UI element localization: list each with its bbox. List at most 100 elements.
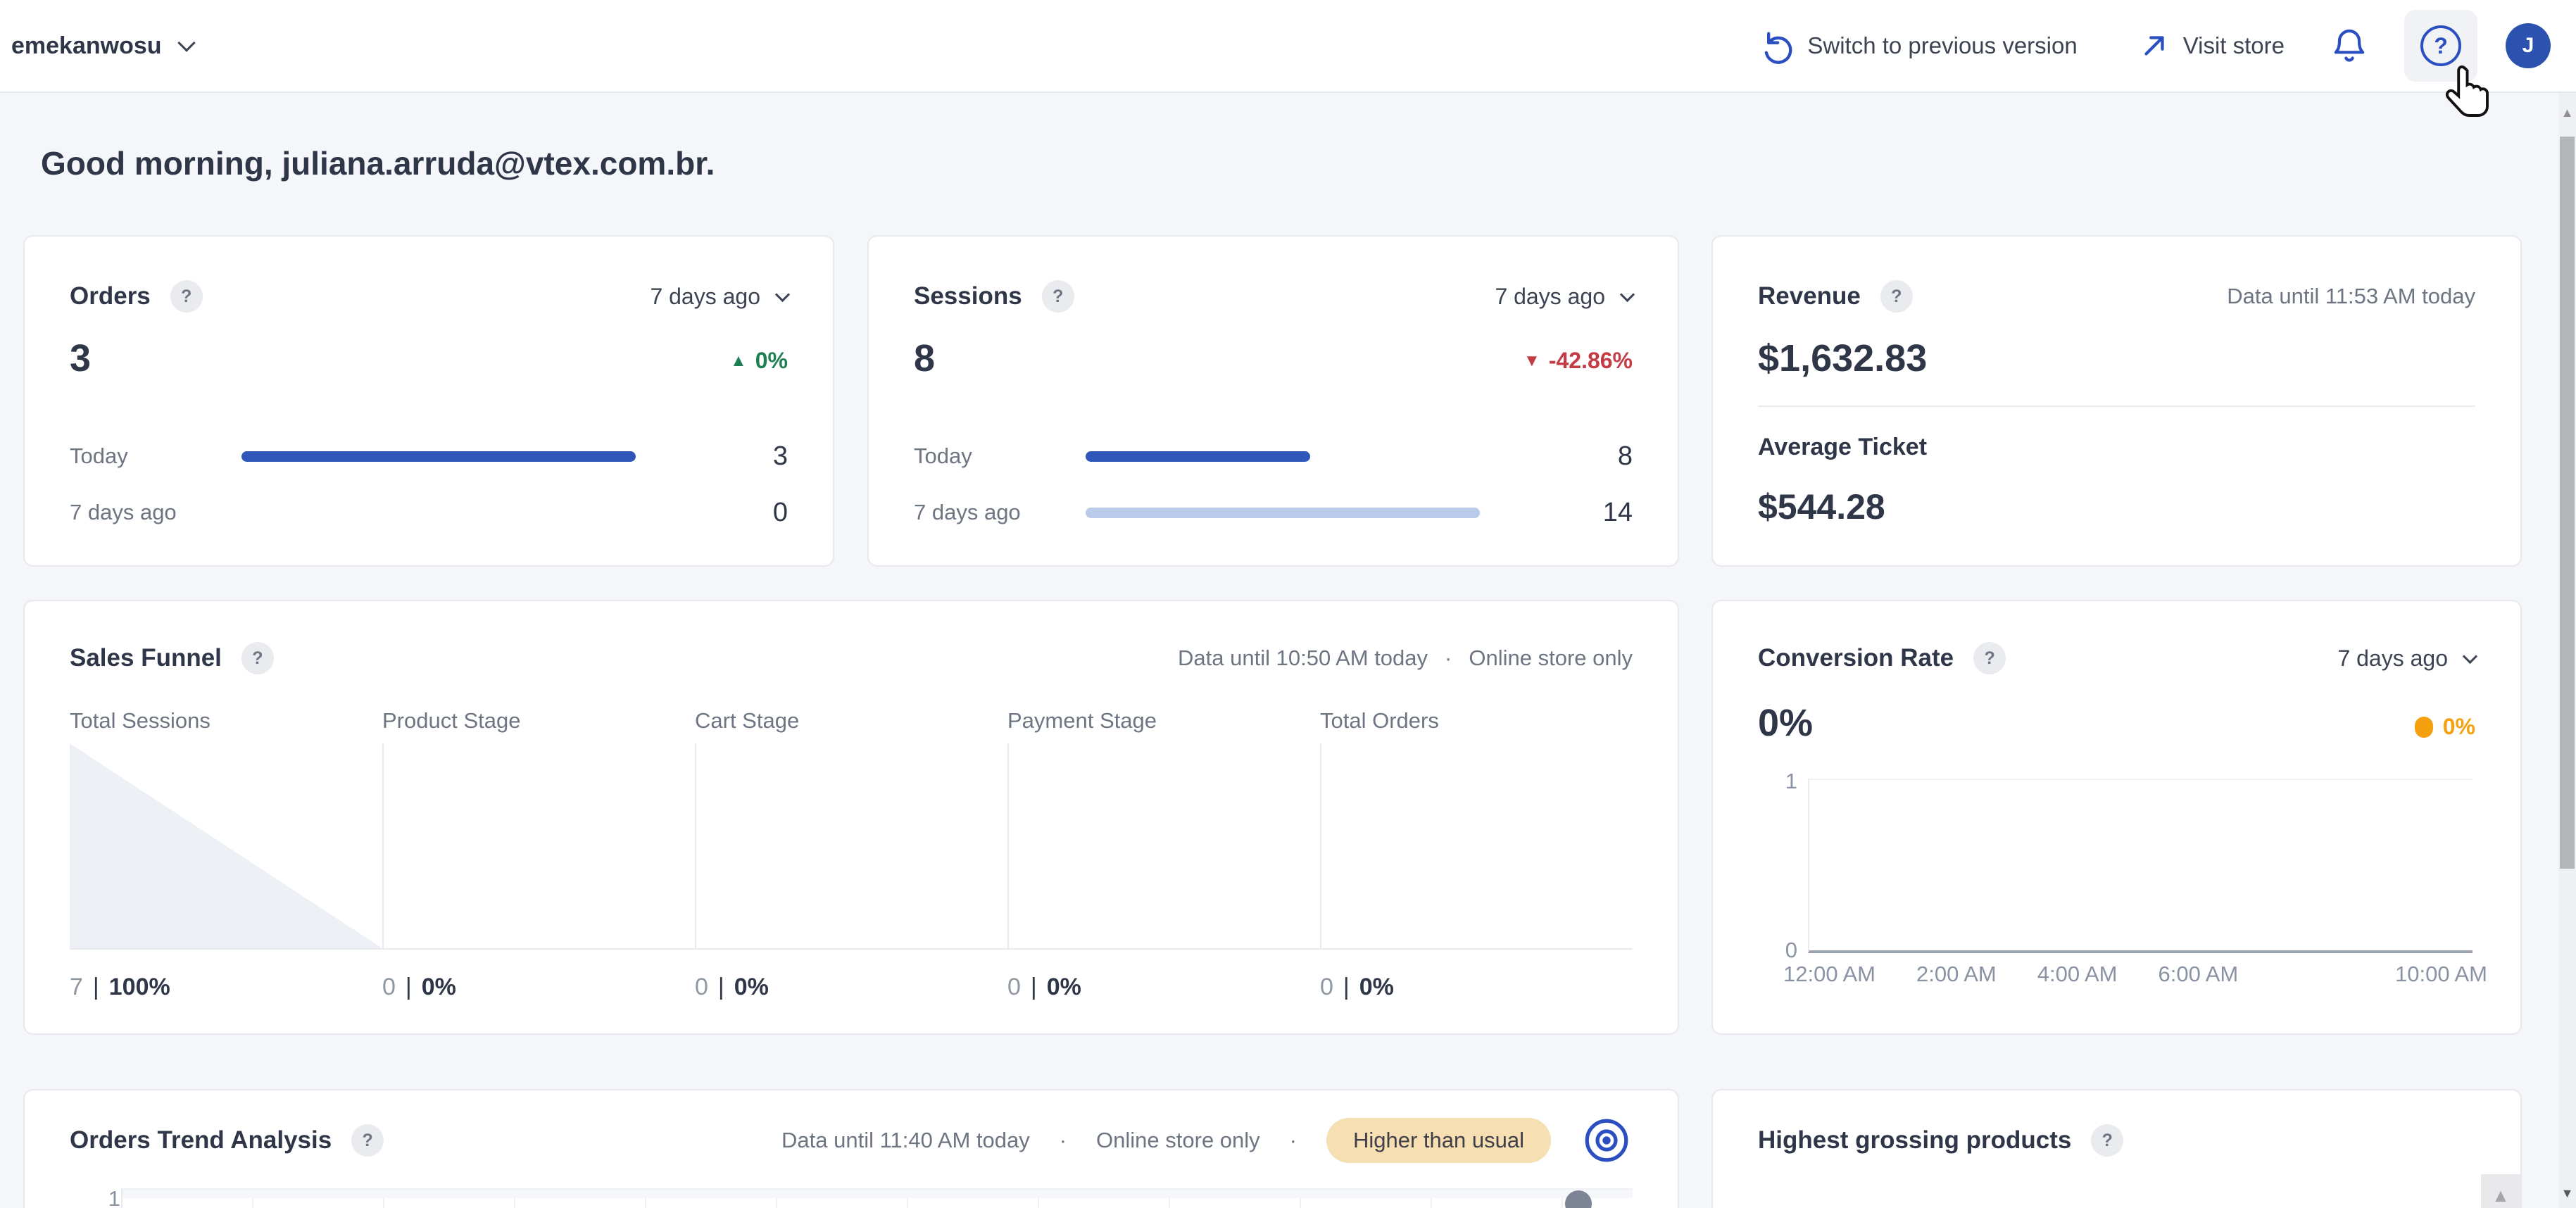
revenue-data-until: Data until 11:53 AM today [2227, 284, 2475, 308]
switch-previous-version-button[interactable]: Switch to previous version [1758, 27, 2078, 64]
stage-label: Payment Stage [1007, 708, 1157, 733]
external-arrow-icon [2138, 30, 2170, 62]
orders-help-icon[interactable]: ? [170, 280, 203, 313]
orders-period-label: 7 days ago [650, 283, 760, 309]
watch-eye-icon[interactable] [1581, 1114, 1633, 1166]
conversion-delta: 0% [2414, 714, 2475, 740]
funnel-stage-total-orders: Total Orders [1320, 700, 1633, 950]
orders-period-dropdown[interactable]: 7 days ago [650, 283, 791, 310]
stage-value: 0 | 0% [1320, 974, 1394, 1000]
sessions-title: Sessions [914, 282, 1022, 310]
funnel-scope: Online store only [1469, 646, 1633, 670]
delta-down-icon: ▼ [1523, 351, 1540, 370]
sessions-period-label: 7 days ago [1495, 283, 1605, 309]
row-value: 8 [1617, 441, 1633, 471]
vertical-scrollbar[interactable]: ▲ ▼ [2558, 93, 2576, 1208]
conversion-period-label: 7 days ago [2337, 645, 2448, 671]
funnel-help-icon[interactable]: ? [241, 642, 274, 674]
top-products-help-icon[interactable]: ? [2091, 1124, 2124, 1157]
stage-label: Product Stage [382, 708, 521, 733]
scrollbar-down-icon[interactable]: ▼ [2561, 1186, 2574, 1200]
stage-value: 7 | 100% [70, 974, 170, 1000]
top-products-title: Highest grossing products [1758, 1126, 2072, 1154]
orders-7days-bar [241, 508, 636, 518]
x-axis-ticks: 12:00 AM 2:00 AM 4:00 AM 6:00 AM 10:00 A… [1783, 962, 2487, 986]
orders-trend-card: Orders Trend Analysis ? Data until 11:40… [23, 1089, 1679, 1208]
average-ticket-label: Average Ticket [1758, 434, 1928, 460]
notifications-button[interactable] [2330, 26, 2369, 65]
annotation-pin-icon[interactable] [1565, 1190, 1592, 1208]
help-button[interactable]: ? [2404, 10, 2477, 82]
row-value: 0 [772, 497, 788, 527]
y-axis-tick: 1 [108, 1186, 120, 1208]
orders-trend-chart [121, 1188, 1633, 1208]
greeting-text: Good morning, juliana.arruda@vtex.com.br… [41, 145, 715, 182]
funnel-chart: Total Sessions Product Stage Cart Stage … [70, 700, 1633, 1001]
dot-separator: · [1289, 1128, 1297, 1152]
visit-store-button[interactable]: Visit store [2138, 30, 2285, 62]
sessions-7days-row: 7 days ago 14 [914, 484, 1633, 541]
row-label: Today [914, 443, 972, 468]
conversion-line-chart [1808, 779, 2473, 953]
conversion-rate-card: Conversion Rate ? 7 days ago 0% 0% 1 0 1… [1711, 600, 2522, 1035]
sessions-help-icon[interactable]: ? [1041, 280, 1074, 313]
chevron-down-icon [2462, 648, 2478, 664]
trend-help-icon[interactable]: ? [351, 1124, 384, 1157]
conversion-help-icon[interactable]: ? [1973, 642, 2006, 674]
conversion-title: Conversion Rate [1758, 644, 1954, 672]
average-ticket-value: $544.28 [1758, 487, 1885, 527]
stage-value: 0 | 0% [695, 974, 769, 1000]
bell-icon [2330, 26, 2369, 65]
scrollbar-thumb[interactable] [2560, 137, 2575, 869]
account-name: emekanwosu [11, 32, 162, 59]
sessions-delta-value: -42.86% [1548, 348, 1633, 373]
trend-scope: Online store only [1096, 1128, 1260, 1152]
trend-title: Orders Trend Analysis [70, 1126, 332, 1154]
conversion-period-dropdown[interactable]: 7 days ago [2337, 645, 2478, 672]
revenue-title: Revenue [1758, 282, 1861, 310]
dot-separator: · [1059, 1128, 1067, 1152]
sessions-today-row: Today 8 [914, 428, 1633, 484]
sessions-7days-bar [1086, 507, 1480, 518]
sessions-card: Sessions ? 7 days ago 8 ▼ -42.86% Today … [867, 235, 1679, 567]
chevron-down-icon [177, 34, 196, 52]
funnel-stage-total-sessions: Total Sessions [70, 700, 382, 950]
orders-today-bar [241, 451, 636, 462]
divider [1758, 405, 2475, 407]
scroll-up-button[interactable]: ▲ [2481, 1174, 2520, 1208]
row-value: 3 [772, 441, 788, 471]
topbar: emekanwosu Switch to previous version Vi [0, 0, 2576, 93]
revenue-help-icon[interactable]: ? [1880, 280, 1913, 313]
account-switcher[interactable]: emekanwosu [11, 0, 196, 92]
chevron-down-icon [1619, 287, 1635, 302]
help-icon: ? [2420, 25, 2461, 66]
orders-today-row: Today 3 [70, 428, 788, 484]
scrollbar-up-icon[interactable]: ▲ [2561, 106, 2574, 120]
switch-previous-label: Switch to previous version [1807, 32, 2078, 58]
orders-card: Orders ? 7 days ago 3 ▲ 0% Today 3 7 day… [23, 235, 834, 567]
dot-separator: · [1445, 646, 1452, 670]
row-label: 7 days ago [914, 500, 1021, 524]
row-label: 7 days ago [70, 500, 177, 524]
stage-label: Cart Stage [695, 708, 800, 733]
undo-icon [1758, 27, 1795, 64]
trend-data-until: Data until 11:40 AM today [781, 1128, 1030, 1152]
orders-delta: ▲ 0% [730, 348, 788, 374]
sales-funnel-card: Sales Funnel ? Data until 10:50 AM today… [23, 600, 1679, 1035]
orders-title: Orders [70, 282, 151, 310]
status-dot-icon [2414, 716, 2433, 738]
conversion-value: 0% [1758, 702, 1814, 744]
funnel-area-shape [70, 743, 382, 948]
y-axis-tick: 0 [1785, 938, 1797, 962]
top-products-card: Highest grossing products ? ▲ [1711, 1089, 2522, 1208]
stage-value: 0 | 0% [1007, 974, 1081, 1000]
row-label: Today [70, 443, 128, 468]
visit-store-label: Visit store [2182, 32, 2285, 58]
sessions-value: 8 [914, 337, 936, 379]
higher-than-usual-badge: Higher than usual [1326, 1118, 1551, 1163]
sessions-period-dropdown[interactable]: 7 days ago [1495, 283, 1635, 310]
avatar[interactable]: J [2506, 23, 2551, 68]
scroll-up-icon: ▲ [2492, 1184, 2510, 1206]
y-axis-tick: 1 [1785, 769, 1797, 793]
